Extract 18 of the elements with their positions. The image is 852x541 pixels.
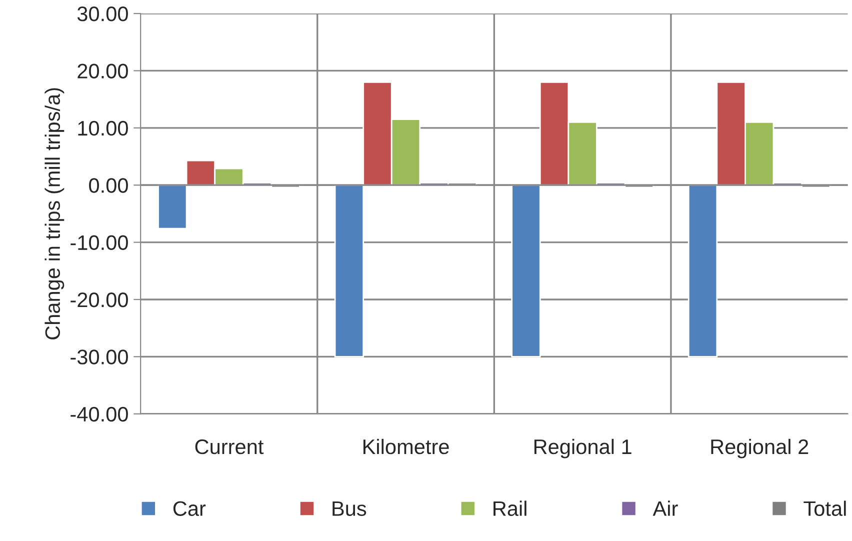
y-tick-label: 20.00 <box>78 64 128 78</box>
x-tick-label: Regional 2 <box>711 438 808 458</box>
x-tick-label: Regional 1 <box>534 438 632 458</box>
y-tick-label: -20.00 <box>70 292 128 308</box>
y-tick-label: 0.00 <box>89 178 128 193</box>
legend-label: Rail <box>494 500 526 516</box>
y-tick-label: -40.00 <box>70 406 128 422</box>
x-tick-label: Kilometre <box>363 438 449 454</box>
legend-label: Car <box>173 501 206 516</box>
legend-label: Total <box>804 500 846 516</box>
x-tick-label: Current <box>195 439 264 454</box>
y-tick-label: 10.00 <box>78 120 128 136</box>
y-tick-label: 30.00 <box>77 6 128 22</box>
legend-label: Bus <box>332 501 366 516</box>
y-tick-label: -30.00 <box>70 350 128 364</box>
y-axis-title: Change in trips (mill trips/a) <box>44 88 64 340</box>
legend-label: Air <box>652 500 678 516</box>
y-tick-label: -10.00 <box>70 235 128 250</box>
